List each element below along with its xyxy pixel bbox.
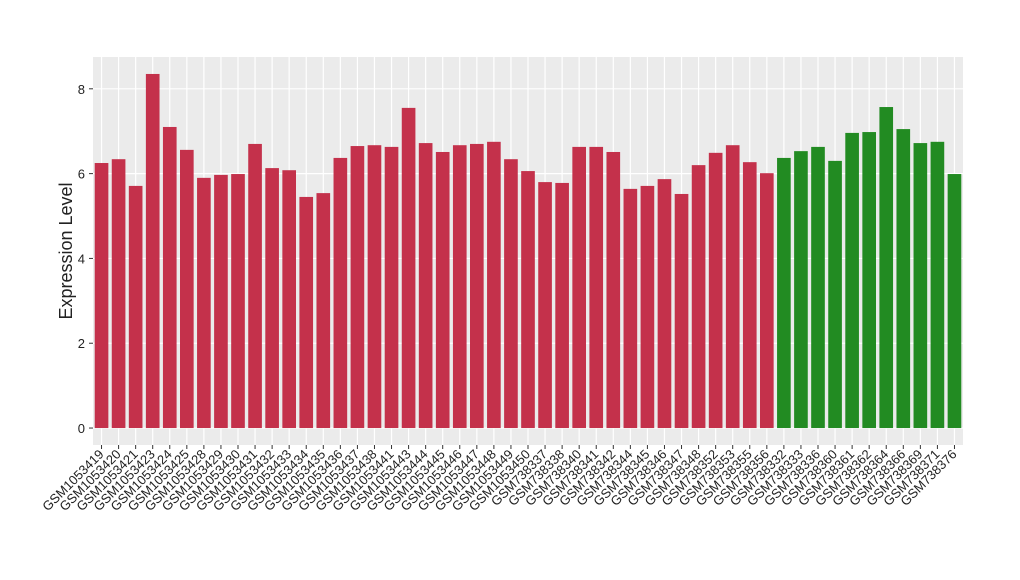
- bar: [606, 151, 621, 429]
- bar: [862, 132, 876, 429]
- bar: [367, 145, 382, 429]
- bar: [742, 162, 757, 429]
- bar: [111, 159, 126, 429]
- bar: [828, 160, 842, 429]
- bar: [197, 177, 211, 429]
- bar: [435, 151, 450, 429]
- bar: [572, 146, 586, 429]
- bar: [725, 145, 740, 429]
- bar: [418, 143, 433, 429]
- bar: [845, 132, 859, 429]
- bar: [145, 73, 160, 429]
- bar: [913, 143, 928, 429]
- bar: [657, 179, 672, 429]
- bar: [555, 182, 569, 429]
- bar: [879, 107, 894, 429]
- bar: [316, 193, 331, 429]
- bar: [350, 146, 365, 429]
- bar: [180, 149, 194, 429]
- bar: [521, 171, 535, 429]
- bar: [231, 174, 245, 429]
- bar: [128, 185, 143, 429]
- bar: [265, 168, 279, 429]
- bar: [896, 129, 911, 429]
- bar: [487, 141, 501, 429]
- bar: [282, 170, 296, 429]
- bar: [248, 143, 262, 429]
- bar: [333, 157, 348, 429]
- bar: [811, 146, 825, 429]
- bar: [674, 193, 689, 429]
- bar: [504, 159, 518, 429]
- y-tick-label: 0: [78, 421, 85, 436]
- y-tick-label: 2: [78, 336, 85, 351]
- bar: [162, 126, 177, 429]
- bar: [760, 173, 774, 429]
- y-tick-label: 4: [78, 251, 85, 266]
- bar: [777, 157, 791, 429]
- bar: [452, 145, 467, 429]
- bar: [794, 151, 808, 429]
- bar: [623, 188, 638, 429]
- bar: [470, 143, 484, 429]
- bar: [708, 152, 723, 429]
- bar: [299, 196, 314, 429]
- bar: [640, 185, 655, 429]
- bar: [384, 146, 399, 429]
- y-tick-label: 6: [78, 167, 85, 182]
- bar: [94, 163, 109, 429]
- bar: [401, 107, 416, 429]
- bar: [214, 174, 228, 429]
- y-tick-label: 8: [78, 82, 85, 97]
- bar: [930, 141, 945, 429]
- bar: [947, 174, 962, 429]
- bar: [691, 165, 706, 429]
- bar: [538, 182, 552, 429]
- bar: [589, 146, 604, 429]
- y-axis-title: Expression Level: [56, 182, 76, 319]
